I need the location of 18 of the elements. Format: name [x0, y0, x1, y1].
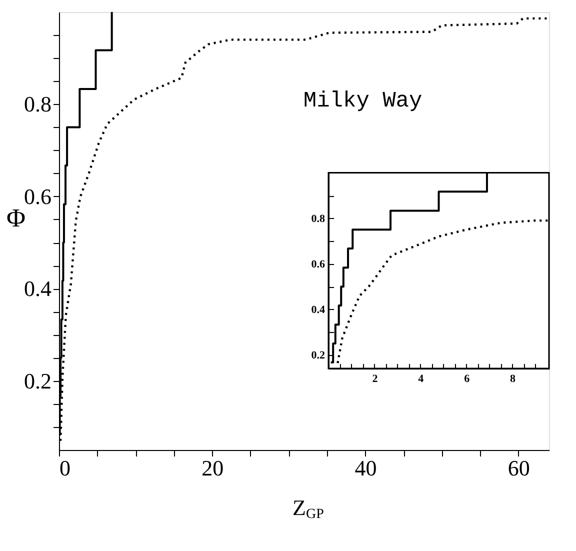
annotation: Milky Way — [303, 88, 422, 114]
y-tick-label: 0.2 — [311, 349, 326, 362]
y-axis-title: Φ — [6, 204, 26, 232]
x-tick-label: 4 — [418, 373, 424, 386]
y-tick-label: 0.4 — [311, 304, 326, 316]
x-tick-label: 40 — [354, 456, 377, 480]
y-tick-label: 0.6 — [311, 258, 326, 270]
x-tick-label: 20 — [202, 456, 224, 480]
y-tick-label: 0.8 — [24, 92, 52, 117]
x-tick-label: 0 — [60, 456, 70, 480]
x-tick-label: 60 — [508, 456, 530, 480]
y-tick-label: 0.6 — [24, 184, 52, 209]
y-tick-label: 0.4 — [24, 276, 52, 302]
x-tick-label: 8 — [510, 373, 516, 386]
y-tick-label: 0.2 — [24, 368, 52, 394]
x-tick-label: 6 — [464, 373, 470, 386]
y-tick-label: 0.8 — [311, 212, 326, 225]
x-tick-label: 2 — [372, 373, 378, 386]
